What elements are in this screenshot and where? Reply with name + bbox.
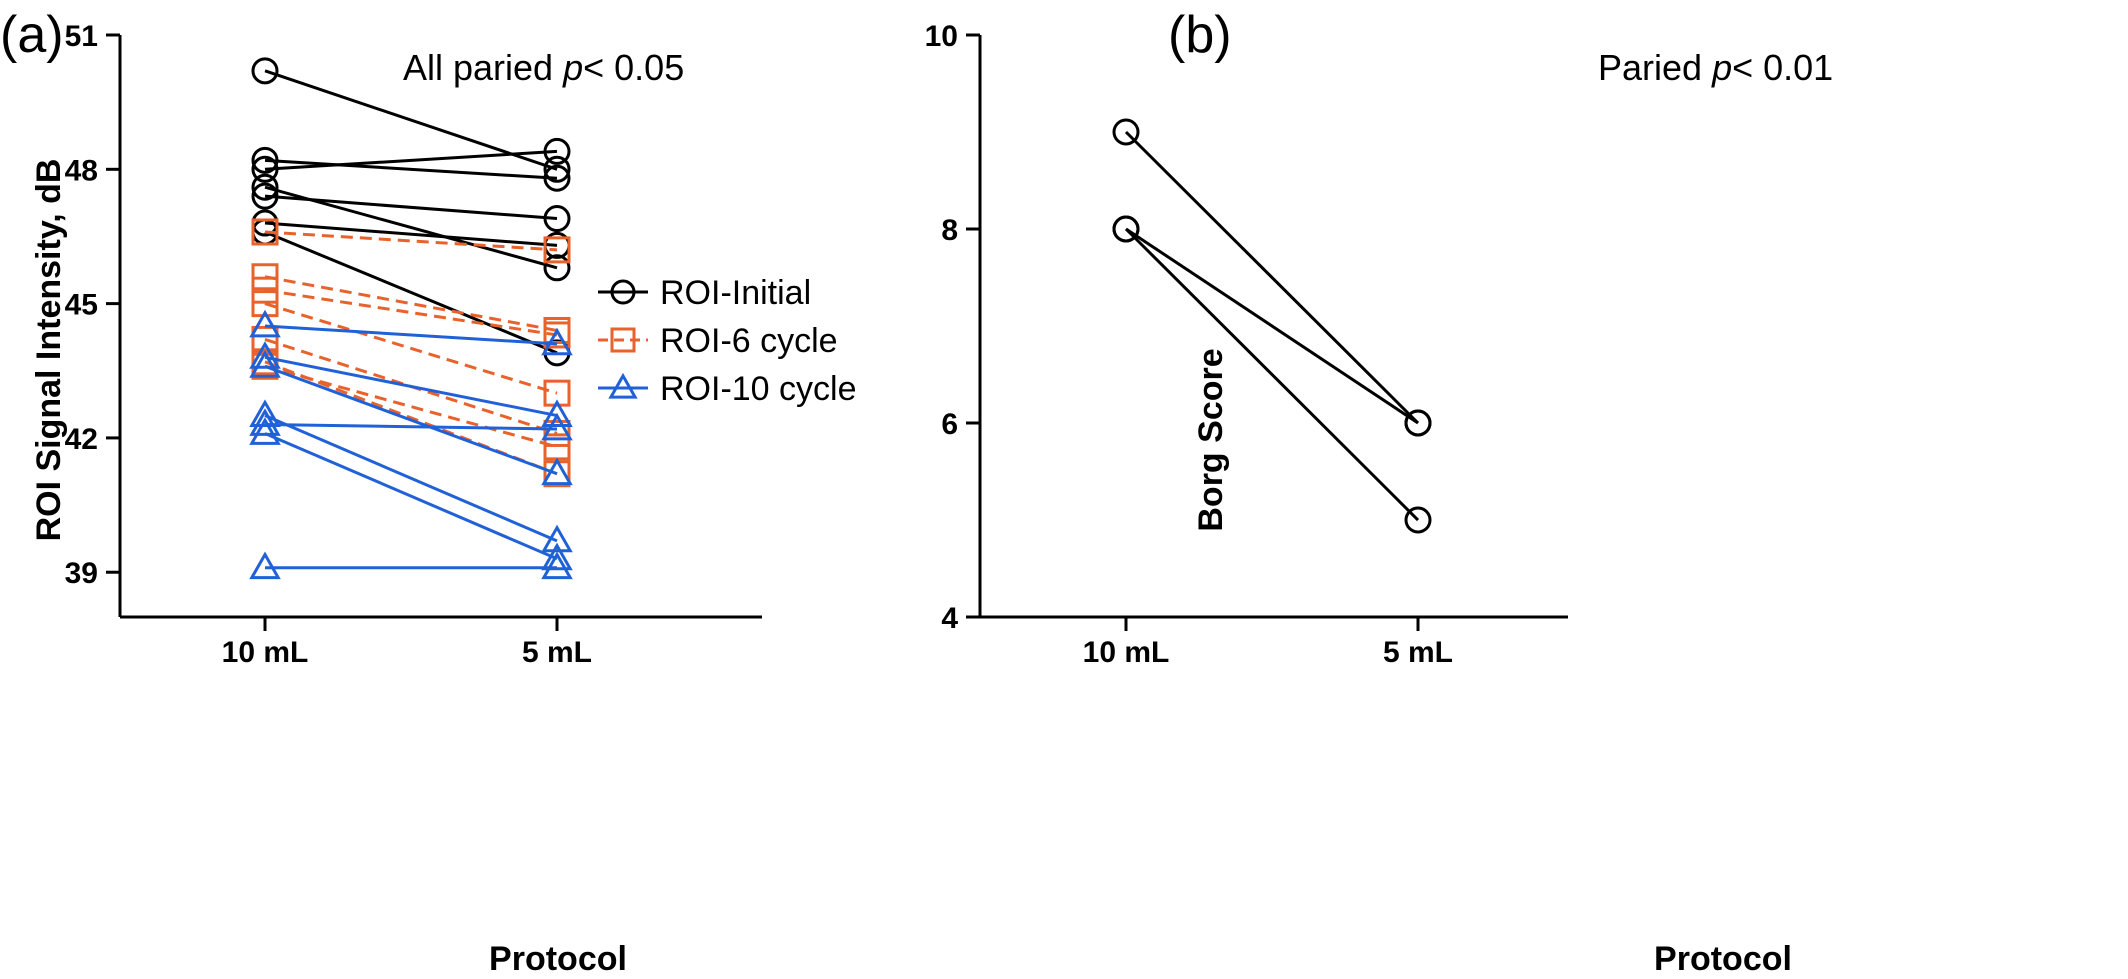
data-point bbox=[251, 218, 279, 246]
data-point bbox=[251, 146, 279, 174]
series-roi-6-cycle bbox=[251, 218, 571, 488]
y-tick-label: 48 bbox=[65, 154, 98, 187]
paired-line bbox=[264, 414, 558, 543]
paired-line bbox=[264, 230, 558, 252]
data-point bbox=[543, 155, 571, 183]
paired-line bbox=[264, 158, 558, 180]
data-point bbox=[541, 412, 573, 441]
data-point bbox=[1404, 409, 1432, 437]
panel-a-label: (a) bbox=[0, 6, 64, 64]
paired-line bbox=[264, 275, 558, 332]
data-point bbox=[251, 57, 279, 85]
y-tick-label: 4 bbox=[941, 602, 958, 635]
y-tick-label: 45 bbox=[65, 289, 98, 322]
data-point bbox=[543, 164, 571, 192]
y-tick-label: 6 bbox=[941, 408, 958, 441]
paired-line bbox=[264, 355, 558, 418]
y-tick-label: 8 bbox=[941, 214, 958, 247]
data-point bbox=[541, 524, 573, 553]
paired-line bbox=[264, 302, 558, 395]
y-tick-label: 10 bbox=[925, 20, 958, 53]
data-point bbox=[543, 205, 571, 233]
legend-label: ROI-6 cycle bbox=[660, 322, 838, 360]
panel-b-axes: 4 6 8 10 10 mL 5 mL bbox=[925, 20, 1568, 669]
data-point bbox=[251, 182, 279, 210]
paired-line bbox=[1124, 227, 1420, 522]
y-tick-label: 51 bbox=[65, 20, 98, 53]
data-point bbox=[543, 254, 571, 282]
data-point bbox=[251, 155, 279, 183]
legend-marker bbox=[610, 279, 636, 305]
data-point bbox=[541, 551, 573, 580]
legend-marker bbox=[608, 372, 638, 399]
data-point bbox=[249, 417, 281, 445]
data-point bbox=[543, 321, 571, 349]
panel-b-y-axis-title: Borg Score bbox=[1192, 348, 1230, 531]
panel-a: (a) All paried p< 0.05 Protocol ROI Sign… bbox=[0, 6, 857, 978]
x-tick-label: 5 mL bbox=[1383, 636, 1453, 669]
y-tick-label: 39 bbox=[65, 557, 98, 590]
data-point bbox=[249, 309, 281, 338]
data-point bbox=[249, 350, 281, 378]
paired-line bbox=[264, 149, 558, 171]
data-point bbox=[249, 399, 281, 427]
series-0 bbox=[1112, 118, 1432, 534]
panel-a-axes: 39 42 45 48 51 10 mL 5 mL bbox=[65, 20, 762, 669]
paired-line bbox=[264, 230, 558, 355]
data-point bbox=[1112, 118, 1140, 146]
data-point bbox=[1112, 215, 1140, 243]
series-roi-initial bbox=[251, 57, 571, 367]
data-point bbox=[541, 327, 573, 356]
data-point bbox=[249, 341, 281, 369]
legend-label: ROI-Initial bbox=[660, 274, 811, 312]
panel-a-legend: ROI-Initial ROI-6 cycle ROI-10 cycle bbox=[598, 274, 857, 408]
x-tick-label: 10 mL bbox=[1083, 636, 1170, 669]
paired-line bbox=[1125, 227, 1419, 425]
panel-a-annotation: All paried p< 0.05 bbox=[403, 47, 684, 88]
y-tick-label: 42 bbox=[65, 423, 98, 456]
paired-line bbox=[264, 360, 558, 476]
x-tick-label: 5 mL bbox=[522, 636, 592, 669]
data-point bbox=[543, 236, 571, 264]
paired-line bbox=[264, 422, 558, 431]
paired-line bbox=[264, 432, 558, 561]
data-point bbox=[249, 408, 281, 436]
paired-line bbox=[264, 221, 558, 247]
paired-line bbox=[264, 324, 558, 346]
panel-b-x-axis-title: Protocol bbox=[1654, 940, 1792, 978]
series-roi-10-cycle bbox=[249, 309, 573, 580]
legend-marker bbox=[610, 327, 636, 353]
x-tick-label: 10 mL bbox=[222, 636, 309, 669]
panel-a-series bbox=[249, 57, 573, 580]
paired-line bbox=[1124, 130, 1420, 425]
paired-line bbox=[264, 288, 558, 337]
panel-b-label: (b) bbox=[1168, 6, 1232, 64]
panel-b-series bbox=[1112, 118, 1432, 534]
paired-line bbox=[264, 364, 558, 449]
data-point bbox=[251, 173, 279, 201]
data-point bbox=[541, 542, 573, 571]
data-point bbox=[1404, 506, 1432, 534]
legend-label: ROI-10 cycle bbox=[660, 370, 857, 408]
data-point bbox=[541, 457, 573, 486]
panel-a-x-axis-title: Protocol bbox=[489, 940, 627, 978]
panel-b-annotation: Paried p< 0.01 bbox=[1598, 47, 1833, 88]
paired-line bbox=[264, 194, 558, 221]
data-point bbox=[249, 551, 281, 580]
panel-b: (b) Paried p< 0.01 Protocol Borg Score 4… bbox=[925, 6, 1834, 978]
data-point bbox=[543, 137, 571, 165]
data-point bbox=[541, 399, 573, 427]
panel-a-y-axis-title: ROI Signal Intensity, dB bbox=[30, 159, 68, 542]
paired-line bbox=[264, 364, 558, 476]
